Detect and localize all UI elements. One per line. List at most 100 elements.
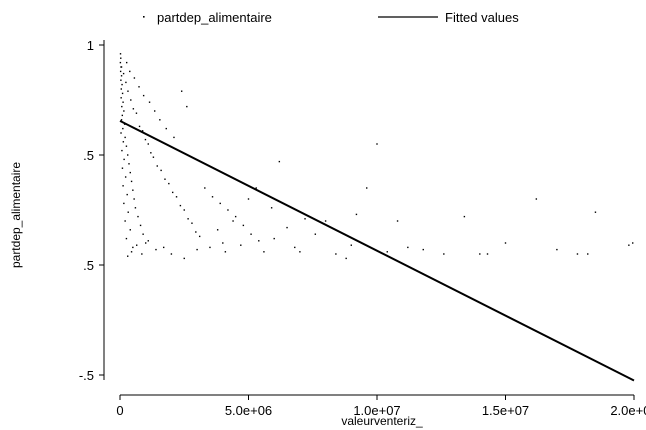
scatter-point — [120, 79, 122, 81]
y-tick-label: 1 — [87, 38, 94, 53]
scatter-point — [186, 105, 188, 108]
scatter-point — [127, 154, 129, 156]
scatter-point — [160, 169, 162, 172]
scatter-point — [386, 251, 388, 253]
scatter-point — [162, 246, 165, 249]
scatter-point — [120, 66, 123, 68]
scatter-point — [294, 246, 296, 249]
scatter-point — [219, 202, 221, 205]
scatter-point — [121, 149, 123, 152]
scatter-point — [486, 253, 489, 255]
scatter-point — [129, 229, 131, 231]
scatter-point — [422, 248, 424, 251]
scatter-point — [335, 253, 337, 255]
scatter-point — [273, 237, 275, 240]
scatter-point — [286, 226, 288, 229]
x-tick-label: 1.5e+07 — [482, 403, 529, 418]
scatter-point — [121, 105, 123, 108]
scatter-point — [121, 92, 124, 95]
scatter-point — [278, 160, 281, 163]
legend: partdep_alimentaire Fitted values — [143, 10, 519, 25]
scatter-point — [119, 53, 122, 55]
scatter-point — [127, 211, 129, 213]
scatter-point — [204, 187, 206, 189]
scatter-point — [122, 101, 124, 103]
scatter-point — [134, 207, 137, 209]
legend-scatter-marker — [143, 16, 145, 18]
scatter-point — [270, 207, 273, 209]
scatter-point — [304, 218, 306, 220]
scatter-point — [155, 248, 157, 251]
scatter-point — [345, 257, 347, 260]
scatter-point — [628, 244, 630, 246]
scatter-point — [170, 253, 173, 255]
scatter-point — [258, 240, 260, 242]
scatter-point — [120, 132, 122, 134]
scatter-point — [123, 158, 125, 161]
scatter-point — [136, 244, 138, 246]
legend-entry-fitted: Fitted values — [378, 10, 519, 25]
scatter-point — [314, 233, 317, 235]
scatter-point — [196, 248, 198, 251]
scatter-point — [153, 110, 156, 112]
scatter-point — [366, 187, 368, 189]
scatter-point — [355, 213, 358, 216]
scatter-point — [299, 251, 301, 253]
scatter-point — [122, 141, 125, 143]
scatter-point — [142, 233, 144, 235]
scatter-point — [396, 220, 399, 222]
scatter-point — [216, 229, 219, 231]
scatter-point — [250, 233, 252, 235]
x-ticks: 0 5.0e+06 1.0e+07 1.5e+07 2.0e+07 — [116, 395, 646, 418]
scatter-point — [125, 81, 127, 84]
scatter-point — [211, 196, 214, 198]
scatter-point — [234, 215, 237, 218]
scatter-point — [263, 251, 265, 253]
scatter-point — [127, 90, 129, 92]
scatter-point — [247, 198, 250, 200]
scatter-point — [183, 209, 185, 211]
scatter-point — [120, 119, 123, 121]
scatter-point — [121, 83, 123, 86]
scatter-point — [632, 242, 634, 244]
scatter-point — [121, 114, 124, 117]
scatter-point — [150, 152, 152, 154]
x-tick-label: 5.0e+06 — [225, 403, 272, 418]
scatter-point — [122, 127, 124, 130]
scatter-point — [130, 180, 133, 183]
scatter-point — [324, 220, 327, 222]
scatter-point — [227, 209, 229, 211]
scatter-point — [145, 242, 147, 244]
scatter-point — [120, 97, 122, 99]
scatter-point — [133, 198, 135, 200]
y-tick-label: .5 — [83, 258, 94, 273]
scatter-point — [130, 251, 133, 253]
scatter-point — [479, 253, 481, 255]
axes: 0 5.0e+06 1.0e+07 1.5e+07 2.0e+07 -.5 .5 .5 1 — [79, 38, 646, 418]
scatter-point — [463, 215, 466, 218]
scatter-point — [407, 246, 409, 249]
scatter-point — [171, 191, 174, 194]
scatter-point — [121, 167, 124, 169]
scatter-point — [576, 253, 579, 255]
scatter-point — [133, 77, 136, 79]
scatter-point — [209, 246, 211, 249]
scatter-point — [159, 119, 161, 121]
scatter-point — [124, 136, 126, 139]
scatter-point — [198, 235, 201, 238]
scatter-point — [135, 112, 138, 114]
scatter-point — [222, 242, 224, 244]
scatter-point — [129, 70, 131, 73]
scatter-point — [187, 218, 189, 220]
scatter-point — [132, 108, 135, 110]
scatter-point — [156, 165, 158, 167]
scatter-point — [147, 240, 149, 242]
scatter-point — [120, 57, 122, 59]
scatter-point — [168, 182, 170, 185]
scatter-point — [141, 253, 143, 255]
scatter-point — [139, 224, 142, 227]
legend-label-scatter: partdep_alimentaire — [157, 10, 272, 25]
scatter-point — [120, 88, 122, 90]
scatter-point — [138, 86, 140, 88]
